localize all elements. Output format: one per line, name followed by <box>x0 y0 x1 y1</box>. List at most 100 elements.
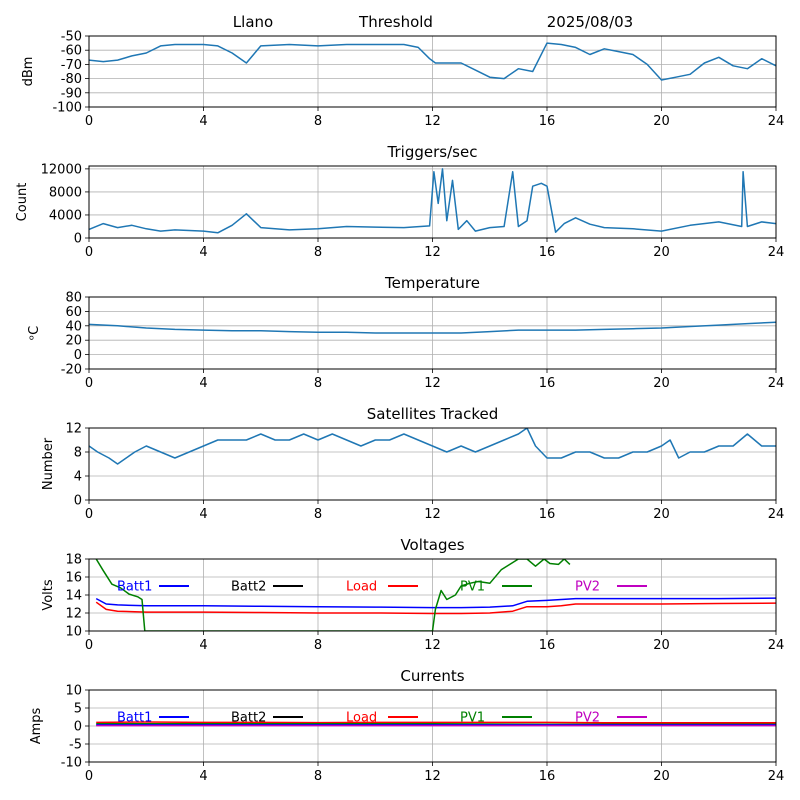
series-line-load <box>95 601 776 615</box>
series-group <box>96 721 776 727</box>
y-axis-label: ᵒC <box>27 326 42 340</box>
series-line-main <box>89 428 776 465</box>
chart-6: 0 4 8 12 16 20 24 -10 -5 0 5 10 Currents Amps Batt1 Bat… <box>29 667 784 784</box>
y-tick-label: 80 <box>65 291 82 306</box>
y-tick-label: -10 <box>61 756 82 771</box>
chart-2: 0 4 8 12 16 20 24 0 4000 8000 12000 Triggers/sec Cou… <box>15 143 784 260</box>
series-group <box>89 428 776 465</box>
x-tick-label: 0 <box>85 376 93 391</box>
x-tick-label: 24 <box>768 769 785 784</box>
x-tick-label: 8 <box>314 638 322 653</box>
x-tick-label: 4 <box>199 245 207 260</box>
x-tick-label: 20 <box>653 376 670 391</box>
y-tick-label: 20 <box>65 334 82 349</box>
y-tick-label: 10 <box>65 684 82 699</box>
y-axis-label: Number <box>41 437 56 490</box>
x-tick-label: 0 <box>85 638 93 653</box>
legend-label-load: Load <box>346 580 377 595</box>
series-line-main <box>89 321 776 334</box>
legend-label-pv1: PV1 <box>460 580 485 595</box>
legend-label-pv2: PV2 <box>575 580 600 595</box>
x-tick-label: 0 <box>85 769 93 784</box>
y-tick-label: -50 <box>61 30 82 45</box>
y-tick-label: 8000 <box>49 185 82 200</box>
x-tick-label: 8 <box>314 245 322 260</box>
x-tick-label: 4 <box>199 376 207 391</box>
y-axis-label: Amps <box>29 707 44 744</box>
x-tick-label: 0 <box>85 507 93 522</box>
y-tick-label: 12000 <box>41 162 82 177</box>
x-tick-label: 20 <box>653 114 670 129</box>
x-tick-label: 12 <box>424 638 441 653</box>
y-tick-label: 0 <box>74 494 82 509</box>
y-axis-label: Count <box>15 183 30 222</box>
y-tick-label: 40 <box>65 319 82 334</box>
x-tick-label: 16 <box>539 769 556 784</box>
x-tick-label: 12 <box>424 769 441 784</box>
chart-title: Currents <box>400 667 464 685</box>
x-tick-label: 0 <box>85 245 93 260</box>
x-tick-label: 0 <box>85 114 93 129</box>
legend-label-pv1: PV1 <box>460 711 485 726</box>
x-tick-label: 20 <box>653 507 670 522</box>
y-tick-label: -90 <box>61 86 82 101</box>
x-tick-label: 8 <box>314 114 322 129</box>
y-tick-label: -20 <box>61 363 82 378</box>
chart-title: Satellites Tracked <box>367 405 498 423</box>
series-line-batt1 <box>95 597 776 609</box>
x-tick-label: 24 <box>768 245 785 260</box>
legend-label-batt2: Batt2 <box>231 711 266 726</box>
x-tick-label: 20 <box>653 245 670 260</box>
x-tick-label: 24 <box>768 638 785 653</box>
chart-title: Voltages <box>400 536 464 554</box>
chart-title: Temperature <box>384 274 480 292</box>
y-tick-label: 60 <box>65 305 82 320</box>
y-tick-label: -5 <box>69 738 82 753</box>
series-group <box>89 42 776 81</box>
y-tick-label: 0 <box>74 720 82 735</box>
chart-4: 0 4 8 12 16 20 24 0 4 8 12 Satellites Tracked Number <box>41 405 784 522</box>
header-mode: Threshold <box>358 13 433 31</box>
y-tick-label: 18 <box>65 553 82 568</box>
y-tick-label: 0 <box>74 348 82 363</box>
x-tick-label: 24 <box>768 376 785 391</box>
chart-5: 0 4 8 12 16 20 24 10 12 14 16 18 Voltages Volts Batt1 B… <box>41 536 784 653</box>
y-tick-label: 4 <box>74 470 82 485</box>
x-tick-label: 8 <box>314 769 322 784</box>
series-line-main <box>89 168 776 234</box>
x-tick-label: 20 <box>653 638 670 653</box>
legend-label-batt1: Batt1 <box>117 711 152 726</box>
x-tick-label: 24 <box>768 114 785 129</box>
x-tick-label: 8 <box>314 376 322 391</box>
x-tick-label: 4 <box>199 114 207 129</box>
series-line-main <box>89 42 776 81</box>
x-tick-label: 16 <box>539 114 556 129</box>
y-tick-label: -60 <box>61 44 82 59</box>
legend-label-pv2: PV2 <box>575 711 600 726</box>
series-line-load <box>96 721 776 724</box>
header-site: Llano <box>233 13 273 31</box>
y-tick-label: 14 <box>65 589 82 604</box>
y-tick-label: -100 <box>52 101 82 116</box>
x-tick-label: 20 <box>653 769 670 784</box>
chart-title: Triggers/sec <box>387 143 478 161</box>
x-tick-label: 4 <box>199 638 207 653</box>
y-tick-label: -70 <box>61 58 82 73</box>
chart-1: 0 4 8 12 16 20 24 -100-90-80-70-60-50 dBm <box>21 30 784 130</box>
x-tick-label: 16 <box>539 507 556 522</box>
series-group <box>89 321 776 334</box>
x-tick-label: 16 <box>539 638 556 653</box>
legend-label-batt1: Batt1 <box>117 580 152 595</box>
series-group <box>89 168 776 234</box>
series-line-pv1 <box>95 559 571 631</box>
legend-label-load: Load <box>346 711 377 726</box>
y-tick-label: 5 <box>74 702 82 717</box>
header-date: 2025/08/03 <box>547 13 633 31</box>
x-tick-label: 16 <box>539 245 556 260</box>
y-tick-label: 10 <box>65 625 82 640</box>
x-tick-label: 4 <box>199 507 207 522</box>
